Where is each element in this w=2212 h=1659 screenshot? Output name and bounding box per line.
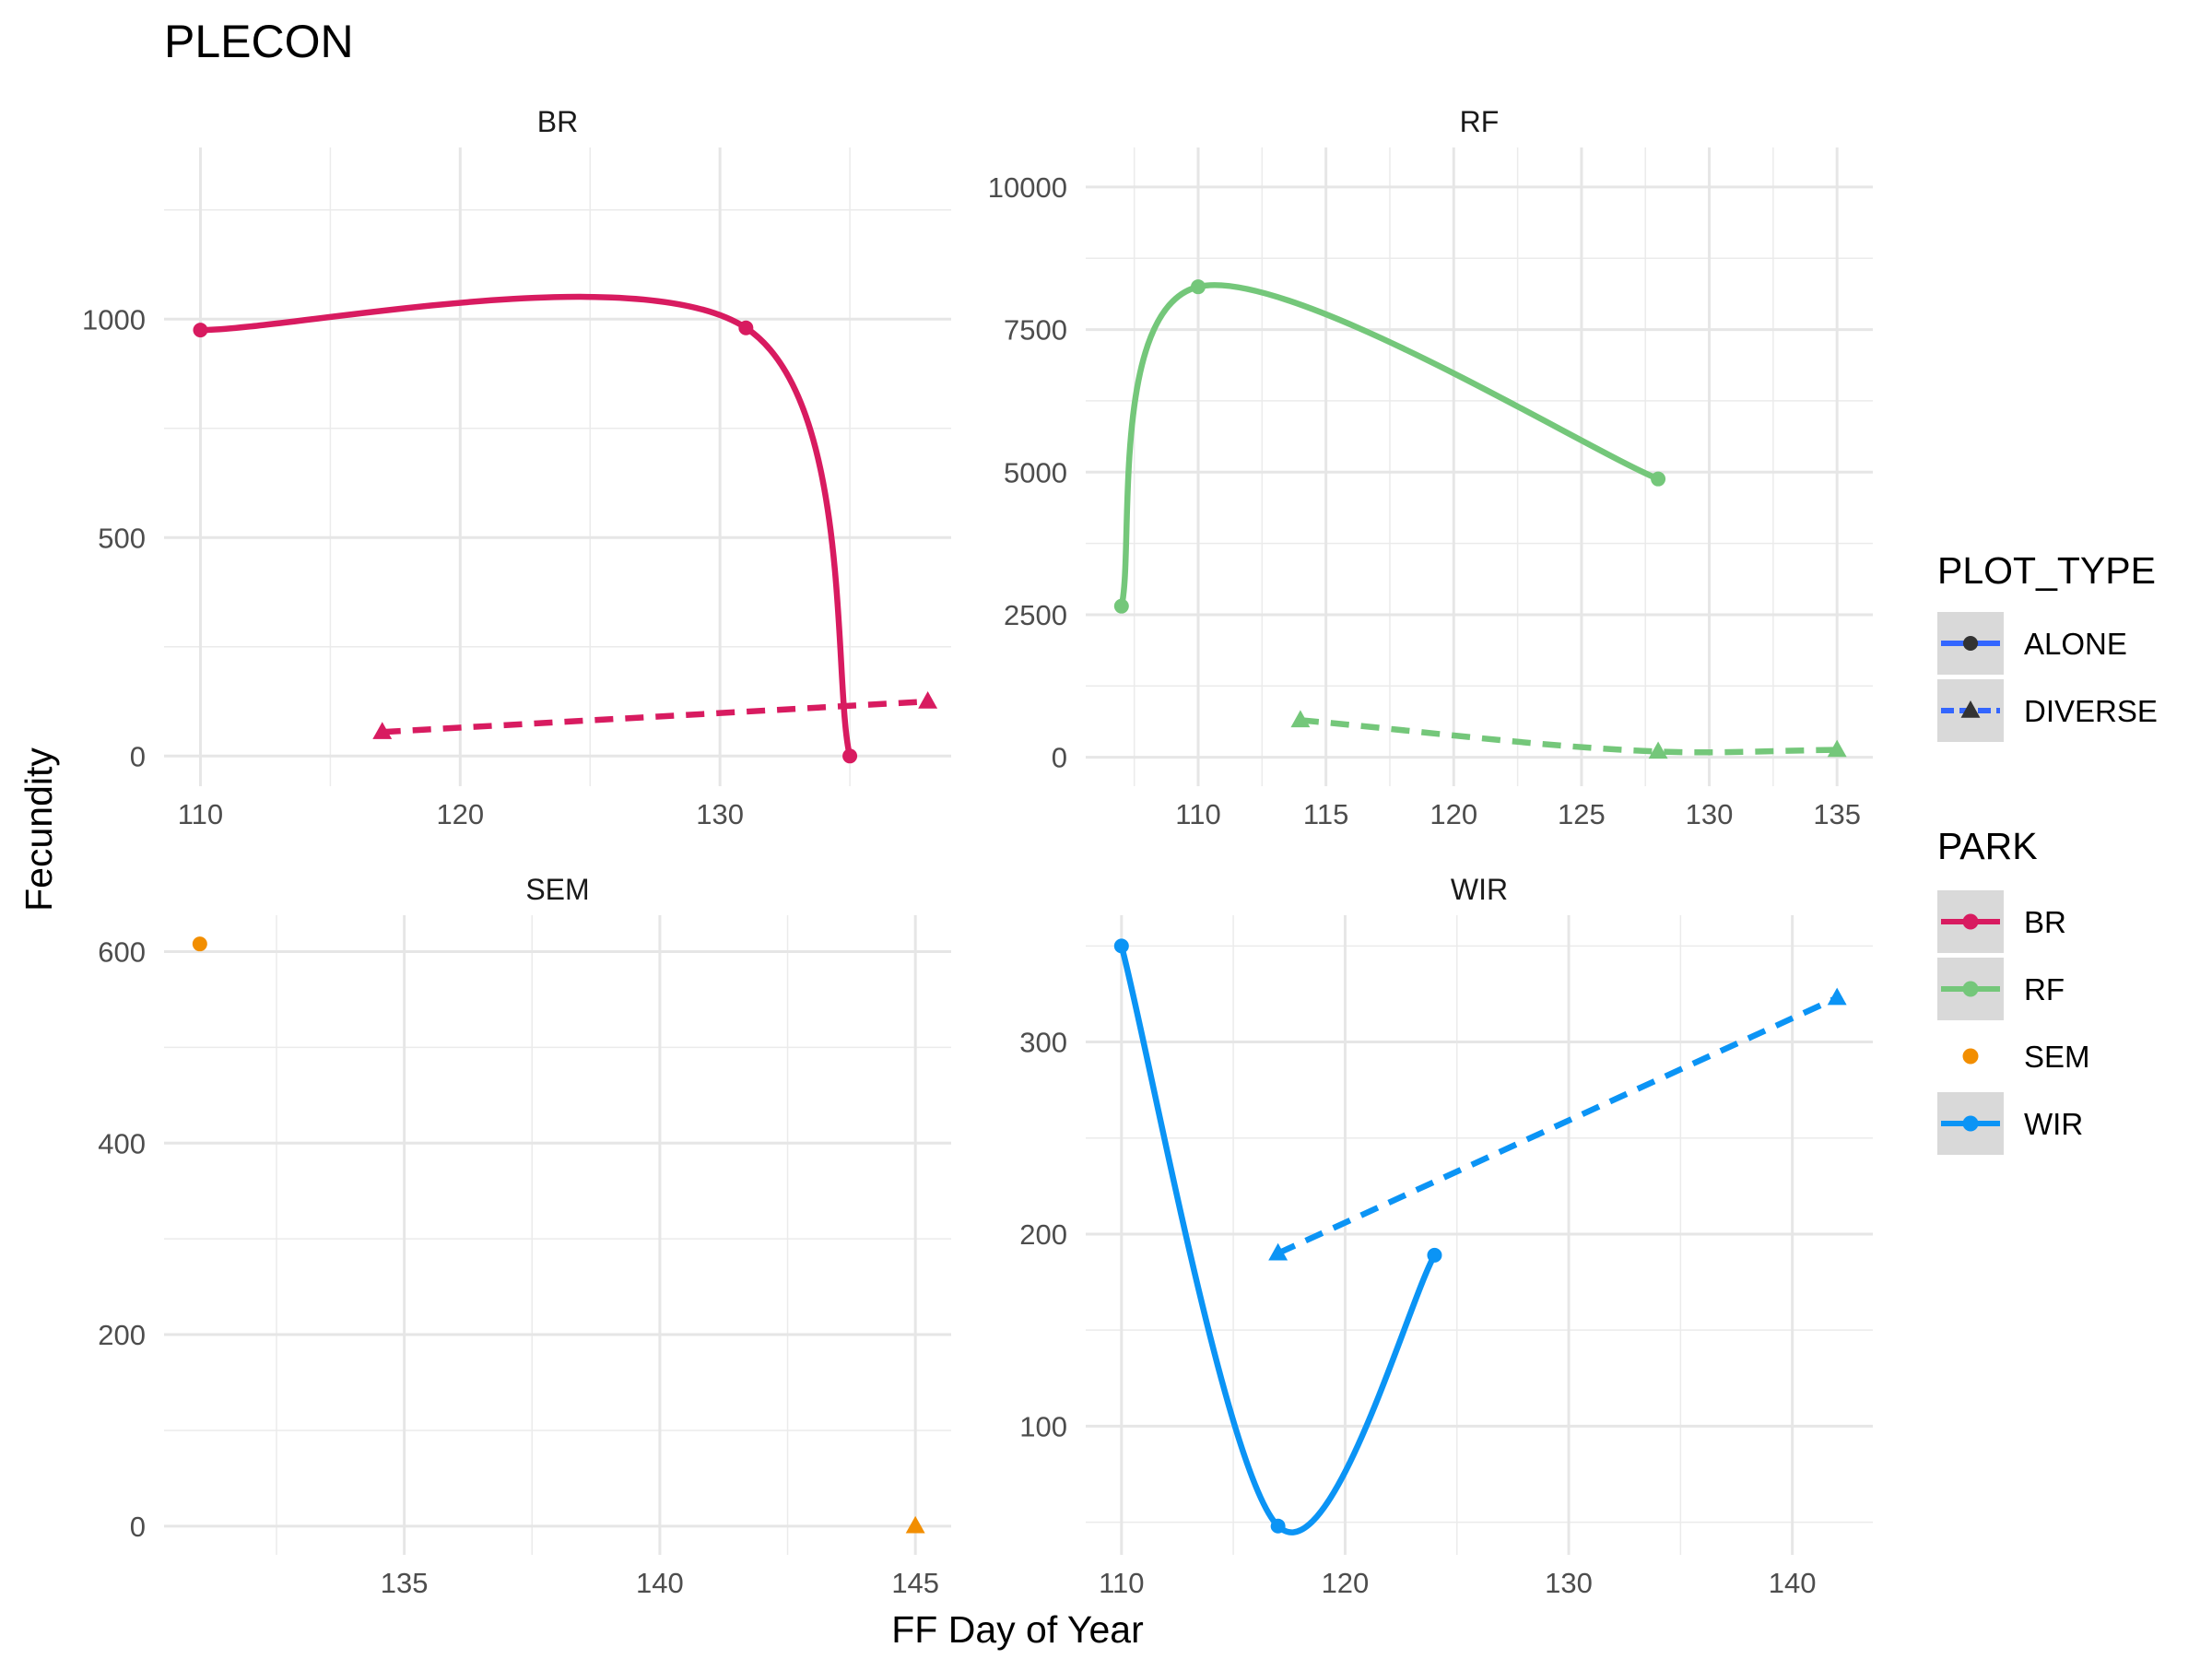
- x-tick-label: 135: [1813, 798, 1861, 830]
- facet-rf: RF 0 2500 5000 7500 10000 110 115 120 125 130 135: [988, 105, 1873, 830]
- y-tick-label: 500: [98, 522, 146, 554]
- y-tick-label: 5000: [1004, 456, 1067, 488]
- legend-key-point: [1962, 913, 1979, 930]
- x-tick-label: 130: [1545, 1567, 1593, 1599]
- series-br-alone-point: [738, 320, 754, 335]
- legend-title-plot-type: PLOT_TYPE: [1937, 549, 2156, 592]
- series-wir-diverse-point: [1268, 1242, 1288, 1261]
- series-br-diverse-point: [918, 691, 938, 709]
- series-sem-diverse-point: [905, 1515, 925, 1534]
- facet-strip-label: WIR: [1451, 873, 1508, 906]
- legend-title-park: PARK: [1937, 825, 2038, 867]
- series-wir-alone-point: [1270, 1518, 1286, 1534]
- legend-park-entries: BR RF SEM WIR: [1937, 890, 2090, 1155]
- x-tick-label: 130: [696, 798, 744, 830]
- x-tick-label: 125: [1558, 798, 1606, 830]
- legend-key-rf: [1937, 958, 2004, 1020]
- legend-label-sem: SEM: [2024, 1040, 2090, 1074]
- legend-label-alone: ALONE: [2024, 627, 2127, 661]
- legend-key-point: [1962, 1115, 1979, 1132]
- y-tick-label: 10000: [988, 171, 1067, 204]
- legend-label-rf: RF: [2024, 972, 2065, 1006]
- facet-br: BR 0 500 1000 110 120 130: [82, 105, 951, 830]
- x-tick-label: 120: [436, 798, 484, 830]
- y-axis-title: Fecundity: [18, 747, 60, 912]
- series-rf-diverse-line: [1300, 717, 1838, 756]
- chart-title: PLECON: [164, 16, 354, 67]
- legend: PLOT_TYPE ALONE DIVERSE PARK BR RF SEM WIR: [1937, 549, 2158, 1155]
- facet-strip-label: BR: [537, 105, 578, 138]
- legend-key-point: [1962, 1048, 1979, 1065]
- y-tick-label: 100: [1019, 1410, 1067, 1442]
- series-rf-alone-point: [1191, 279, 1206, 295]
- legend-key-alone: [1937, 612, 2004, 675]
- facet-strip-label: RF: [1460, 105, 1500, 138]
- series-rf-diverse-point: [1290, 710, 1311, 728]
- facet-strip-label: SEM: [525, 873, 589, 906]
- y-tick-label: 300: [1019, 1027, 1067, 1059]
- y-tick-label: 200: [98, 1319, 146, 1351]
- series-wir-alone-line: [1118, 945, 1438, 1535]
- series-rf-diverse-point: [1648, 741, 1668, 759]
- y-tick-label: 600: [98, 935, 146, 968]
- series-br-alone-point: [193, 323, 208, 338]
- legend-key-circle-point: [1963, 636, 1978, 651]
- series-br-diverse-point: [372, 722, 393, 739]
- legend-label-br: BR: [2024, 905, 2066, 939]
- series-br-alone-point: [842, 748, 858, 764]
- y-tick-label: 1000: [82, 303, 146, 335]
- legend-label-wir: WIR: [2024, 1107, 2083, 1141]
- x-tick-label: 140: [636, 1567, 684, 1599]
- y-tick-label: 0: [1052, 742, 1067, 774]
- legend-plot-type-entries: ALONE DIVERSE: [1937, 612, 2158, 742]
- x-tick-label: 110: [1099, 1567, 1144, 1599]
- series-wir-alone-point: [1113, 938, 1129, 954]
- series-rf-diverse-point: [1827, 739, 1847, 758]
- legend-key-diverse: [1937, 679, 2004, 742]
- x-tick-label: 120: [1322, 1567, 1370, 1599]
- y-tick-label: 200: [1019, 1218, 1067, 1251]
- series-rf-alone-point: [1651, 471, 1666, 487]
- x-tick-label: 110: [1175, 798, 1220, 830]
- series-br-alone-line: [200, 293, 853, 758]
- x-tick-label: 145: [891, 1567, 939, 1599]
- x-tick-label: 130: [1686, 798, 1734, 830]
- x-tick-label: 110: [178, 798, 223, 830]
- facet-sem: SEM 0 200 400 600 135 140 145: [98, 873, 951, 1599]
- x-tick-label: 115: [1303, 798, 1348, 830]
- legend-key-br: [1937, 890, 2004, 953]
- series-sem-alone-point: [192, 936, 207, 952]
- x-tick-label: 135: [381, 1567, 429, 1599]
- series-wir-diverse-line: [1277, 994, 1839, 1256]
- series-wir-diverse-point: [1827, 987, 1847, 1006]
- legend-key-triangle-point: [1960, 700, 1981, 718]
- legend-label-diverse: DIVERSE: [2024, 694, 2158, 728]
- x-axis-title: FF Day of Year: [891, 1608, 1143, 1651]
- series-wir-alone-point: [1427, 1247, 1442, 1263]
- y-tick-label: 0: [130, 740, 146, 772]
- x-tick-label: 120: [1430, 798, 1477, 830]
- legend-key-sem: [1962, 1048, 1979, 1065]
- legend-key-point: [1962, 981, 1979, 997]
- series-rf-alone-point: [1113, 598, 1129, 614]
- y-tick-label: 7500: [1004, 314, 1067, 347]
- y-tick-label: 2500: [1004, 599, 1067, 631]
- legend-key-wir: [1937, 1092, 2004, 1155]
- facet-wir: WIR 100 200 300 110 120 130 140: [1019, 873, 1873, 1599]
- x-tick-label: 140: [1769, 1567, 1817, 1599]
- y-tick-label: 400: [98, 1127, 146, 1159]
- y-tick-label: 0: [130, 1511, 146, 1543]
